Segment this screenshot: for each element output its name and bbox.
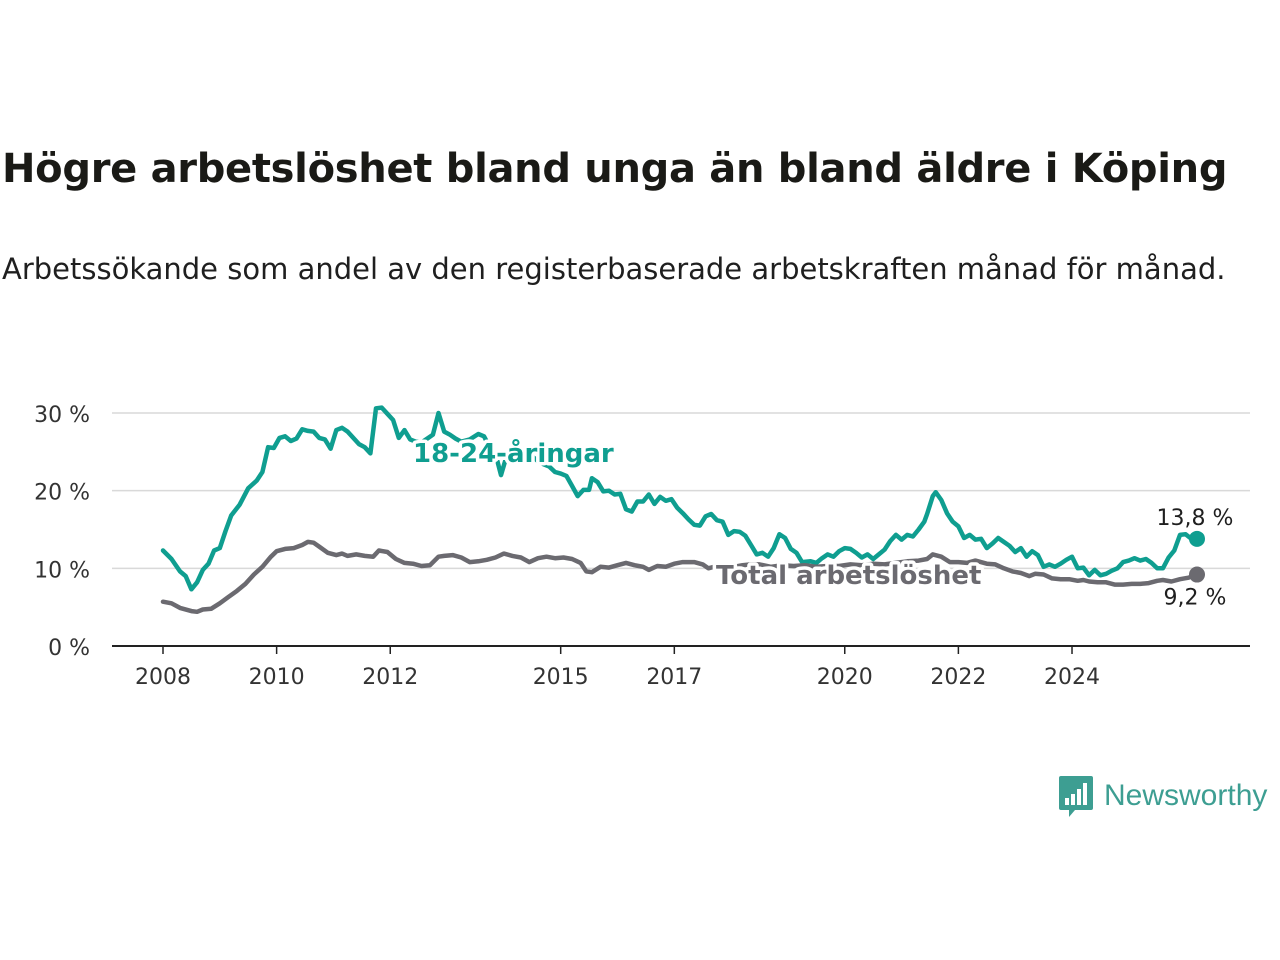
x-tick-label: 2008 — [135, 665, 191, 690]
x-tick-label: 2010 — [249, 665, 305, 690]
series-lines — [160, 405, 1205, 615]
y-tick-label: 20 % — [34, 481, 90, 506]
brand-name: Newsworthy — [1104, 779, 1268, 812]
chart-title: Högre arbetslöshet bland unga än bland ä… — [2, 146, 1228, 192]
end-dot-total — [1189, 566, 1205, 583]
end-value-label-youth: 13,8 % — [1157, 506, 1234, 531]
series-line-youth — [160, 405, 1200, 592]
series-line-total — [160, 539, 1200, 615]
series-labels: 13,8 % 9,2 % 18-24-åringar Total arbetslösh… — [410, 434, 1234, 611]
x-tick-label: 2012 — [362, 665, 418, 690]
x-tick-label: 2020 — [817, 665, 873, 690]
end-value-label-total: 9,2 % — [1164, 586, 1227, 611]
x-tick-label: 2017 — [646, 665, 702, 690]
series-label-youth: 18-24-åringar — [413, 437, 614, 469]
end-dot-youth — [1189, 530, 1205, 547]
y-tick-label: 30 % — [34, 403, 90, 428]
chart-subtitle: Arbetssökande som andel av den registerb… — [2, 252, 1226, 286]
x-tick-label: 2022 — [930, 665, 986, 690]
y-tick-label: 0 % — [48, 636, 90, 661]
axes: 0 % 10 % 20 % 30 % 2008 2010 2012 2015 2017 2020 2… — [34, 403, 1250, 690]
y-tick-label: 10 % — [34, 558, 90, 583]
x-tick-label: 2015 — [533, 665, 589, 690]
series-label-total: Total arbetslöshet — [716, 561, 981, 591]
line-chart: 0 % 10 % 20 % 30 % 2008 2010 2012 2015 2017 2020 2… — [34, 403, 1250, 690]
newsworthy-icon — [1059, 776, 1093, 817]
brand-logo: Newsworthy — [1058, 773, 1267, 819]
x-tick-label: 2024 — [1044, 665, 1100, 690]
gridlines — [112, 412, 1250, 570]
